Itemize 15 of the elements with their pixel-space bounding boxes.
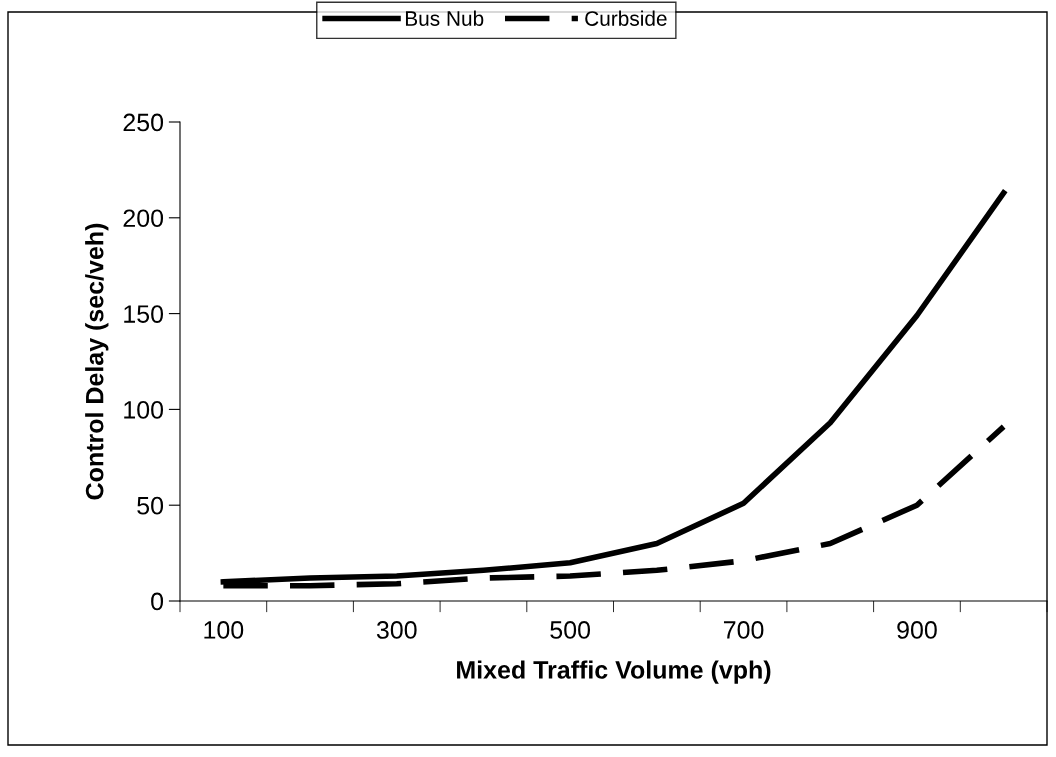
y-tick-label: 50 [137, 496, 164, 515]
y-axis-title: Control Delay (sec/veh) [85, 223, 109, 500]
y-tick-label: 100 [124, 401, 164, 419]
y-tick-label: 250 [123, 113, 164, 132]
y-tick-label: 150 [124, 305, 164, 323]
legend-label: Curbside [585, 10, 667, 26]
x-tick-label: 900 [897, 621, 937, 639]
x-tick-label: 700 [723, 621, 764, 639]
x-tick-label: 100 [204, 621, 244, 639]
x-tick-label: 500 [550, 621, 591, 639]
y-tick-label: 0 [151, 592, 164, 611]
y-tick-label: 200 [123, 209, 164, 228]
x-axis-title: Mixed Traffic Volume (vph) [457, 660, 771, 684]
legend-label: Bus Nub [405, 10, 484, 26]
x-tick-label: 300 [376, 621, 417, 639]
